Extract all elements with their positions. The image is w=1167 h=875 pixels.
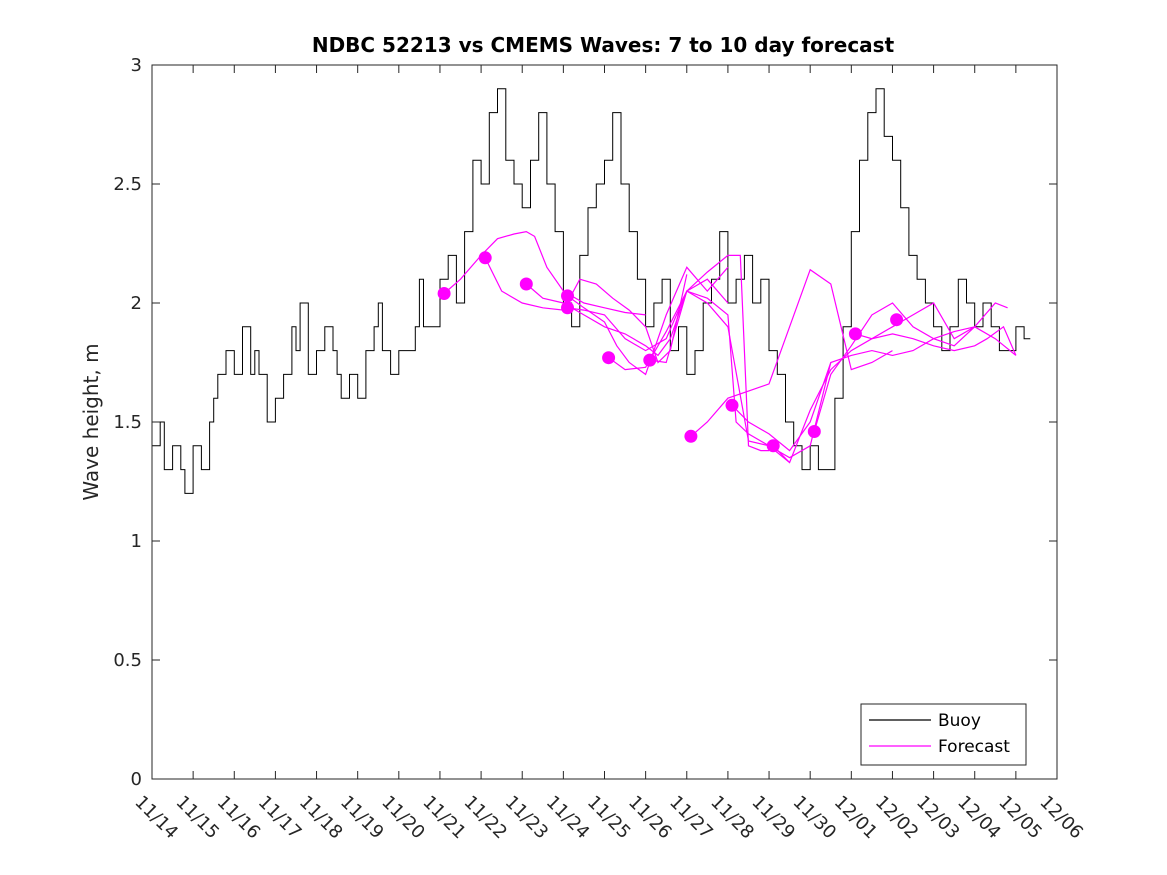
legend-box — [860, 703, 1027, 766]
x-tick-label: 11/21 — [418, 792, 470, 844]
x-tick-label: 11/19 — [336, 792, 388, 844]
x-tick-label: 11/28 — [706, 792, 758, 844]
chart-title: NDBC 52213 vs CMEMS Waves: 7 to 10 day f… — [312, 33, 895, 57]
x-tick-label: 12/01 — [830, 792, 882, 844]
y-axis-label: Wave height, m — [79, 343, 103, 500]
legend-forecast-label: Forecast — [938, 737, 1010, 757]
y-tick-label: 0.5 — [113, 650, 142, 671]
x-tick-label: 11/15 — [172, 792, 224, 844]
legend: Buoy Forecast — [860, 703, 1027, 766]
forecast-series-line — [525, 278, 729, 357]
forecast-start-marker — [519, 277, 533, 291]
x-tick-label: 11/23 — [501, 792, 553, 844]
x-tick-label: 11/29 — [748, 792, 800, 844]
series-layer — [152, 88, 1031, 494]
forecast-start-marker — [602, 351, 616, 365]
forecast-start-marker — [561, 289, 574, 303]
x-tick-label: 12/02 — [871, 792, 923, 844]
x-tick-label: 11/18 — [295, 792, 347, 844]
x-tick-label: 11/25 — [583, 792, 635, 844]
x-tick-label: 12/03 — [912, 792, 964, 844]
forecast-series-line — [855, 325, 1017, 356]
buoy-series-line — [152, 88, 1031, 494]
forecast-series-line — [484, 257, 688, 364]
forecast-series-line — [649, 290, 832, 459]
legend-buoy-label: Buoy — [938, 711, 981, 731]
y-tick-label: 2 — [131, 293, 142, 314]
forecast-start-marker — [725, 398, 739, 412]
x-tick-label: 12/06 — [1035, 792, 1087, 844]
x-tick-label: 11/30 — [789, 792, 841, 844]
forecast-start-marker — [807, 425, 821, 438]
forecast-start-marker — [890, 313, 904, 327]
forecast-start-marker — [437, 287, 451, 300]
x-tick-label: 12/04 — [953, 792, 1005, 844]
forecast-series-line — [690, 268, 893, 437]
plot-frame — [151, 64, 1058, 780]
x-tick-label: 11/20 — [377, 792, 429, 844]
y-tick-label: 1 — [131, 531, 142, 552]
x-tick-label: 11/24 — [542, 792, 594, 844]
forecast-start-marker — [766, 439, 780, 453]
forecast-series-line — [608, 290, 790, 463]
forecast-start-marker — [684, 429, 698, 443]
x-tick-label: 11/17 — [254, 792, 306, 844]
forecast-start-marker — [478, 251, 492, 265]
forecast-start-marker — [643, 353, 657, 367]
x-tick-label: 11/16 — [213, 792, 265, 844]
y-tick-label: 0 — [131, 769, 142, 790]
x-tick-label: 11/22 — [460, 792, 512, 844]
x-tick-label: 11/14 — [130, 792, 182, 844]
forecast-series-line — [813, 302, 1017, 432]
y-tick-label: 2.5 — [113, 174, 142, 195]
y-tick-label: 3 — [131, 55, 142, 76]
y-tick-label: 1.5 — [113, 412, 142, 433]
forecast-start-marker — [561, 301, 574, 315]
x-tick-label: 11/26 — [624, 792, 676, 844]
forecast-start-marker — [848, 327, 862, 341]
x-tick-label: 11/27 — [665, 792, 717, 844]
x-tick-label: 12/05 — [994, 792, 1046, 844]
